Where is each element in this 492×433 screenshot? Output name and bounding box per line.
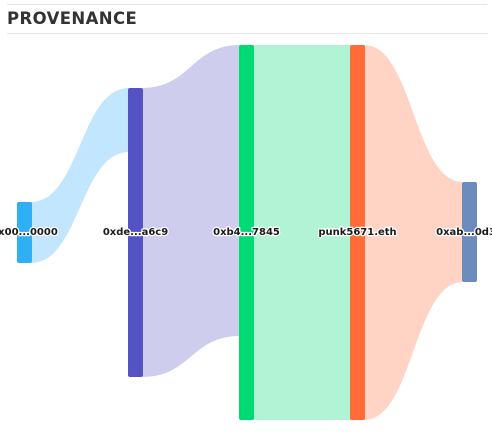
link-n2-n3[interactable]	[253, 45, 351, 420]
node-bar-n1[interactable]	[128, 88, 143, 377]
title-divider	[7, 33, 487, 34]
node-bar-n0[interactable]	[17, 202, 32, 263]
labels-layer: 0x00...0000 0xde...a6c9 0xb4...7845 punk567…	[0, 226, 492, 240]
node-label-n0: 0x00...0000	[0, 227, 58, 238]
nodes-layer	[17, 45, 477, 420]
node-label-n1: 0xde...a6c9	[103, 227, 168, 238]
node-bar-n4[interactable]	[462, 182, 477, 282]
link-n0-n1[interactable]	[31, 88, 129, 263]
node-label-n2: 0xb4...7845	[213, 227, 280, 238]
node-bar-n3[interactable]	[350, 45, 365, 420]
link-n3-n4[interactable]	[364, 45, 463, 420]
links-layer	[31, 45, 463, 420]
node-bar-n2[interactable]	[239, 45, 254, 420]
link-n1-n2[interactable]	[142, 45, 240, 377]
top-divider	[7, 4, 487, 5]
node-label-n3: punk5671.eth	[318, 227, 396, 238]
section-title: PROVENANCE	[7, 9, 138, 28]
node-label-n4: 0xab...0d31	[436, 227, 492, 238]
